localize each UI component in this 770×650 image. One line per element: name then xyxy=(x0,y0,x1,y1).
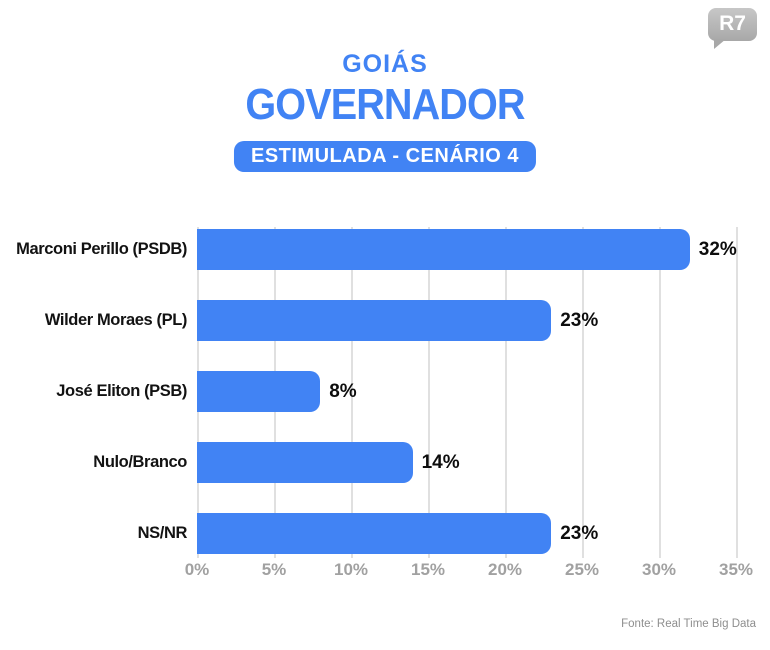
bar xyxy=(197,442,413,483)
bar xyxy=(197,300,552,341)
category-label: Nulo/Branco xyxy=(93,453,187,471)
r7-logo: R7 xyxy=(708,8,757,49)
gridline xyxy=(351,227,353,558)
x-tick-label: 5% xyxy=(261,560,287,579)
gridline xyxy=(582,227,584,558)
x-tick-label: 15% xyxy=(410,560,446,579)
category-label: José Eliton (PSB) xyxy=(56,382,187,400)
bar xyxy=(197,371,321,412)
r7-logo-speech-tail xyxy=(714,39,726,49)
bar-row: José Eliton (PSB) 8% xyxy=(0,371,770,412)
bar-row: NS/NR 23% xyxy=(0,513,770,554)
gridline xyxy=(428,227,430,558)
source-credit: Fonte: Real Time Big Data xyxy=(621,618,756,630)
x-tick-label: 10% xyxy=(333,560,369,579)
gridline xyxy=(505,227,507,558)
x-tick-label: 20% xyxy=(487,560,523,579)
r7-logo-text: R7 xyxy=(719,11,746,35)
category-label: NS/NR xyxy=(137,524,188,542)
value-label: 23% xyxy=(560,309,599,331)
value-label: 8% xyxy=(329,380,357,402)
gridline xyxy=(736,227,738,558)
gridline xyxy=(659,227,661,558)
x-tick-label: 30% xyxy=(641,560,677,579)
x-tick-label: 25% xyxy=(564,560,600,579)
value-label: 32% xyxy=(698,238,737,260)
bar-rows: Marconi Perillo (PSDB) 32% Wilder Moraes (… xyxy=(0,229,770,584)
category-label: Wilder Moraes (PL) xyxy=(44,311,187,329)
category-label: Marconi Perillo (PSDB) xyxy=(16,240,187,258)
bar xyxy=(197,513,552,554)
scenario-badge: ESTIMULADA - CENÁRIO 4 xyxy=(233,141,537,172)
bar-chart: Marconi Perillo (PSDB) 32% Wilder Moraes (… xyxy=(0,225,770,595)
x-tick-label: 0% xyxy=(184,560,210,579)
bar xyxy=(197,229,690,270)
bar-row: Wilder Moraes (PL) 23% xyxy=(0,300,770,341)
value-label: 14% xyxy=(421,451,460,473)
page-title: GOVERNADOR xyxy=(245,80,525,129)
bar-row: Nulo/Branco 14% xyxy=(0,442,770,483)
x-tick-label: 35% xyxy=(718,560,754,579)
state-title: GOIÁS xyxy=(342,50,428,78)
x-axis: 0% 5% 10% 15% 20% 25% 30% 35% xyxy=(0,560,770,584)
bar-row: Marconi Perillo (PSDB) 32% xyxy=(0,229,770,270)
value-label: 23% xyxy=(560,522,599,544)
